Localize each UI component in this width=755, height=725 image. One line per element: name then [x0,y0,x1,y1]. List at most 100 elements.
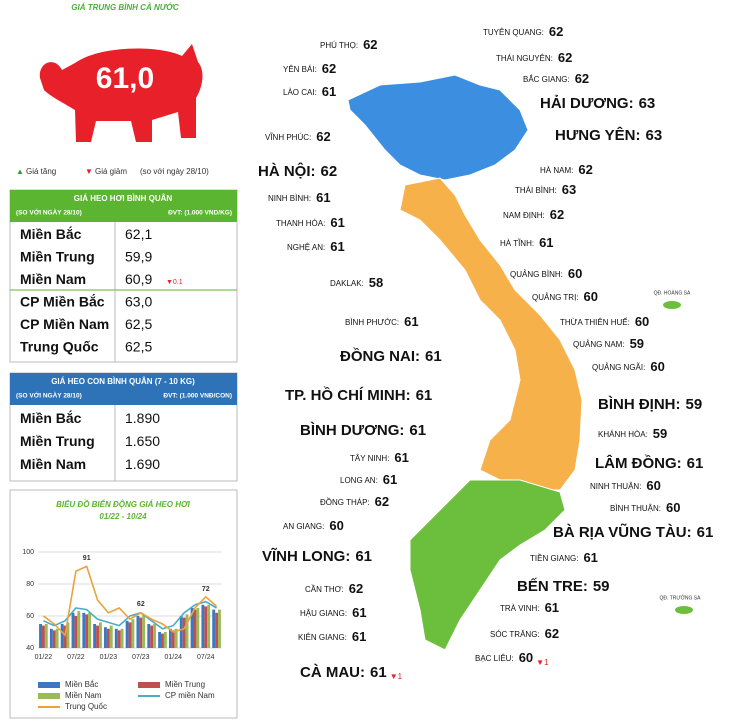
province-value: 62 [375,494,389,509]
bar [207,604,211,648]
province-value: 60 [568,266,582,281]
province-name: VĨNH LONG: [262,547,350,565]
province-name: TUYÊN QUANG: [483,28,544,37]
province-label: TRÀ VINH: 61 [500,600,559,615]
row-label: Miền Bắc [20,225,82,242]
province-name: BÌNH PHƯỚC: [345,318,399,327]
legend-label: Miền Nam [65,691,102,700]
province-label: QUẢNG TRỊ: 60 [532,289,598,304]
legend-swatch [38,682,60,688]
province-value: 61 [316,190,330,205]
row-label: Miền Nam [20,271,86,287]
province-name: LÀO CAI: [283,88,317,97]
province-name: ĐỒNG THÁP: [320,497,370,507]
row-value: 1.890 [125,410,160,426]
line [42,565,218,637]
bar [196,608,200,648]
province-value: 62 [322,61,336,76]
province-value: 61 [352,605,366,620]
island [663,301,681,309]
province-value: 58 [369,275,383,290]
bar [88,612,92,648]
pig-icon [39,44,203,142]
bar [52,630,56,648]
province-name: THANH HÓA: [276,219,325,228]
y-tick-label: 40 [26,645,34,652]
bar [66,622,70,648]
province-label: TIỀN GIANG: 61 [530,550,598,565]
province-name: QUẢNG BÌNH: [510,270,563,279]
province-label: CÀ MAU: 61 ▼1 [300,664,403,681]
province-label: BẮC GIANG: 62 [523,71,589,86]
bar [104,627,107,648]
bar [82,612,86,648]
province-label: LÂM ĐỒNG: 61 [595,454,703,472]
province-label: THANH HÓA: 61 [276,215,345,230]
live-table-since: (SO VỚI NGÀY 28/10) [16,208,82,217]
province-name: SÓC TRĂNG: [490,630,540,639]
bar [44,624,48,648]
legend-up-icon: ▲ [16,167,24,176]
province-name: BÌNH THUẬN: [610,504,661,513]
region-south [409,479,566,651]
province-name: NGHỆ AN: [287,243,325,252]
row-change: ▼0.1 [166,279,183,286]
province-label: NAM ĐỊNH: 62 [503,207,564,222]
y-tick-label: 100 [22,549,34,556]
live-table-unit: ĐVT: (1.000 VND/KG) [168,210,232,217]
legend-down-icon: ▼ [85,167,93,176]
piglet-table-since: (SO VỚI NGÀY 28/10) [16,391,82,400]
province-value: 59 [630,336,644,351]
province-name: BÀ RỊA VŨNG TÀU: [553,523,692,541]
bar [41,625,45,648]
bar [147,624,151,648]
row-value: 1.690 [125,456,160,472]
province-value: 62 [575,71,589,86]
row-value: 1.650 [125,433,160,449]
province-value: 60 [329,518,343,533]
bar [182,617,186,648]
province-name: NAM ĐỊNH: [503,211,545,220]
province-label: CẦN THƠ: 62 [305,581,363,596]
bar [55,628,59,648]
bar [150,625,154,648]
bar [139,617,143,648]
province-name: CẦN THƠ: [305,584,344,594]
live-table-header [10,190,237,222]
province-value: 62 [578,162,592,177]
province-change: ▼1 [390,672,403,681]
province-label: TÂY NINH: 61 [350,450,409,465]
province-value: 60 [650,359,664,374]
province-label: BÌNH THUẬN: 60 [610,500,680,515]
province-label: BÌNH ĐỊNH: 59 [598,396,702,413]
province-label: NGHỆ AN: 61 [287,239,345,254]
island-label: QĐ. TRƯỜNG SA [660,594,702,601]
legend-up: Giá tăng [26,167,56,176]
chart-subtitle: 01/22 - 10/24 [99,512,147,521]
province-name: NINH BÌNH: [268,194,311,203]
bar [153,624,156,648]
bar [174,628,178,648]
map [347,74,693,651]
row-label: Trung Quốc [20,338,99,354]
province-value: 61 [404,314,418,329]
bar [74,616,78,648]
legend-swatch [38,693,60,699]
province-value: 63 [639,95,656,112]
province-value: 62 [316,129,330,144]
chart-frame [9,489,238,719]
province-label: ĐỒNG NAI: 61 [340,347,442,365]
province-name: NINH THUẬN: [590,482,641,491]
province-name: BẾN TRE: [517,578,588,595]
province-name: HÀ NAM: [540,166,573,175]
province-name: QUẢNG NAM: [573,340,625,349]
legend-label: CP miền Nam [165,691,215,700]
province-value: 60 [646,478,660,493]
x-tick-label: 07/23 [132,654,150,661]
legend-down: Giá giảm [95,167,127,176]
province-label: QUẢNG NGÃI: 60 [592,359,665,374]
piglet-table-title: GIÁ HEO CON BÌNH QUÂN (7 - 10 KG) [51,377,195,386]
province-label: THÁI BÌNH: 63 [515,182,576,197]
y-tick-label: 80 [26,581,34,588]
province-name: THÁI BÌNH: [515,186,557,195]
